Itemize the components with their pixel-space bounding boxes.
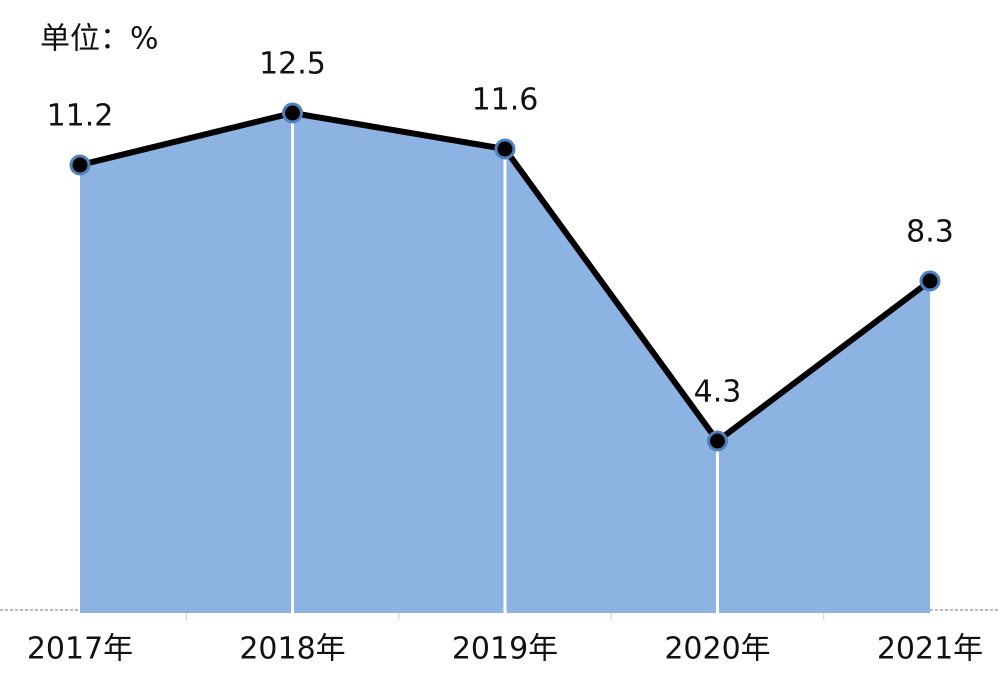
data-label: 11.2 — [47, 99, 114, 134]
marker — [69, 154, 91, 176]
x-tick-label: 2021年 — [877, 632, 983, 667]
x-tick-label: 2020年 — [664, 632, 770, 667]
x-tick-label: 2017年 — [27, 632, 133, 667]
marker — [919, 270, 941, 292]
unit-label: 单位：% — [40, 22, 159, 57]
x-tick-label: 2019年 — [452, 632, 558, 667]
data-label: 11.6 — [472, 83, 539, 118]
data-label: 12.5 — [259, 47, 326, 82]
data-label: 4.3 — [694, 375, 742, 410]
marker — [707, 430, 728, 452]
data-label: 8.3 — [906, 215, 954, 250]
marker — [494, 138, 516, 160]
marker — [282, 102, 303, 124]
x-tick-label: 2018年 — [239, 632, 345, 667]
